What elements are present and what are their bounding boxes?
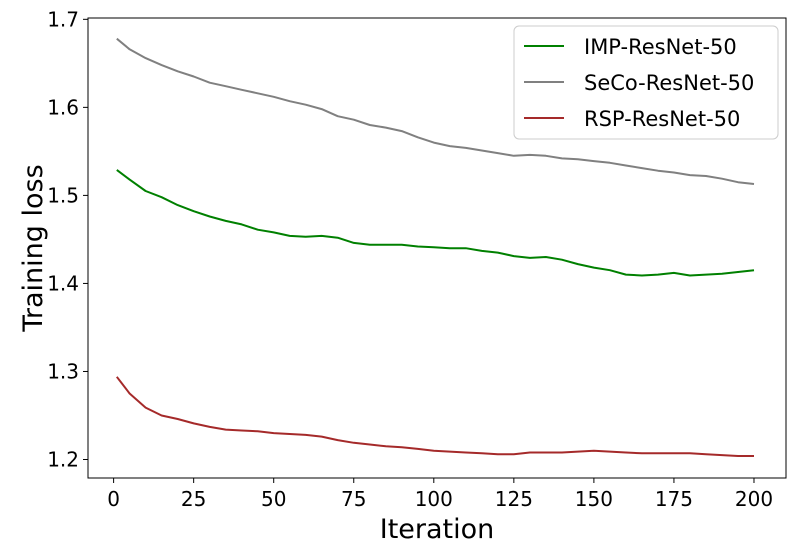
y-tick-label: 1.2	[47, 448, 79, 472]
x-tick-label: 25	[181, 487, 206, 511]
legend: IMP-ResNet-50 SeCo-ResNet-50 RSP-ResNet-50	[513, 25, 779, 140]
y-tick-label: 1.7	[47, 7, 79, 31]
x-axis-ticks: 0 25 50 75 100 125 150 175 200	[107, 478, 773, 511]
y-axis-title: Training loss	[18, 164, 49, 332]
x-tick-label: 0	[107, 487, 120, 511]
plot-lines	[116, 37, 755, 457]
legend-label: SeCo-ResNet-50	[584, 71, 754, 95]
x-tick-label: 150	[575, 487, 613, 511]
series-line-2	[116, 37, 755, 185]
legend-label: RSP-ResNet-50	[584, 107, 740, 131]
series-line-1	[116, 169, 755, 277]
x-tick-label: 75	[341, 487, 366, 511]
legend-label: IMP-ResNet-50	[584, 35, 737, 59]
x-tick-label: 125	[495, 487, 533, 511]
legend-box	[513, 25, 779, 140]
y-tick-label: 1.6	[47, 95, 79, 119]
y-tick-label: 1.3	[47, 359, 79, 383]
series-line-3	[116, 376, 754, 457]
y-tick-label: 1.5	[47, 183, 79, 207]
x-tick-label: 50	[261, 487, 286, 511]
plot-frame	[87, 17, 787, 479]
x-tick-label: 100	[415, 487, 453, 511]
x-axis-title: Iteration	[380, 514, 495, 545]
y-tick-label: 1.4	[47, 271, 79, 295]
x-tick-label: 175	[655, 487, 693, 511]
y-axis-ticks: 1.2 1.3 1.4 1.5 1.6 1.7	[47, 7, 88, 472]
x-tick-label: 200	[735, 487, 773, 511]
